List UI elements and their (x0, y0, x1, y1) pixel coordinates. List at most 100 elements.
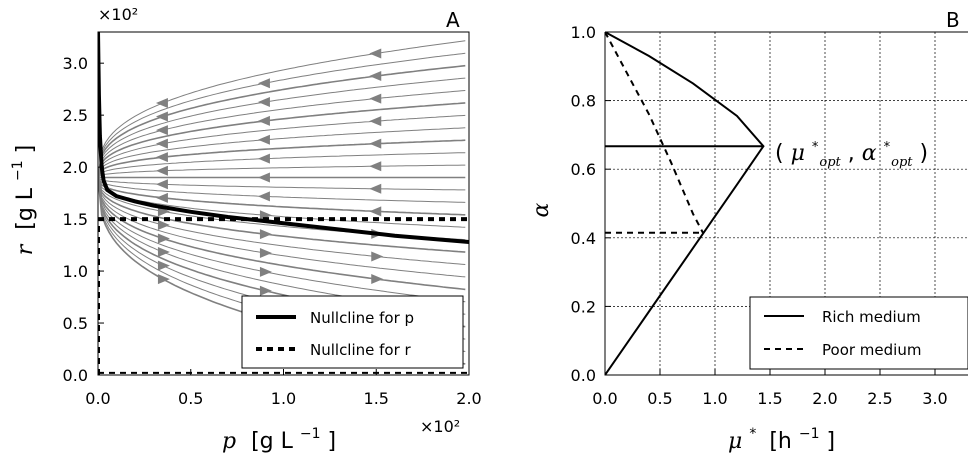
streamline (98, 152, 466, 178)
stream-arrow (257, 115, 270, 126)
y-tick-label: 0.5 (63, 314, 88, 333)
ann-open: ( (775, 141, 784, 166)
legend-a: Nullcline for p Nullcline for r (241, 295, 464, 369)
nullclines (98, 32, 469, 375)
y-tick-label: 3.0 (63, 54, 88, 73)
y-label-unit: [g L (13, 187, 38, 230)
ann-alpha-star: * (884, 140, 891, 155)
stream-arrow (259, 266, 272, 277)
stream-arrow (155, 192, 168, 203)
curves-b (605, 32, 765, 375)
y-tick-label: 0.8 (571, 92, 596, 111)
streamline (98, 164, 466, 178)
axis-ticks-b: 0.0 0.5 1.0 1.5 2.0 2.5 3.0 0.0 0.2 0.4 0.6 0.8 1.0 (571, 23, 948, 408)
stream-arrow (259, 229, 272, 240)
streamline (98, 177, 466, 253)
stream-arrow (257, 191, 270, 202)
stream-arrow (371, 274, 384, 285)
legend-label-r: Nullcline for r (310, 341, 412, 359)
stream-arrow (155, 111, 168, 122)
panel-letter-b: B (946, 8, 960, 32)
y-tick-label: 2.0 (63, 158, 88, 177)
streamline (98, 102, 466, 178)
x-tick-label: 1.5 (757, 389, 782, 408)
stream-arrow (157, 247, 170, 258)
y-tick-label: 0.0 (63, 366, 88, 385)
ann-mu-star: * (812, 140, 819, 155)
x-tick-label: 2.5 (867, 389, 892, 408)
ann-mu-sub: opt (819, 155, 841, 170)
x-tick-label: 2.0 (812, 389, 837, 408)
stream-arrow (257, 97, 270, 108)
stream-arrow (257, 78, 270, 89)
x-axis-label-b: μ * [h −1 ] (728, 419, 835, 454)
ann-comma: , (848, 141, 862, 166)
stream-arrow (369, 161, 382, 172)
xb-label-unit: [h (769, 429, 792, 454)
x-tick-label: 0.0 (85, 389, 110, 408)
stream-arrow (155, 179, 168, 190)
stream-arrow (369, 206, 382, 217)
stream-arrow (369, 138, 382, 149)
x-tick-label: 0.5 (647, 389, 672, 408)
y-tick-label: 0.4 (571, 229, 596, 248)
stream-arrow (369, 93, 382, 104)
xb-label-close: ] (826, 429, 835, 454)
streamline (98, 127, 466, 178)
stream-arrow (155, 125, 168, 136)
x-multiplier-a: ×10² (420, 417, 460, 436)
ann-close: ) (920, 141, 929, 166)
xb-label-exp: −1 (799, 426, 820, 442)
y-multiplier-a: ×10² (98, 5, 138, 24)
stream-arrow (257, 172, 270, 183)
y-label-exp: −1 (10, 160, 26, 181)
x-tick-label: 2.0 (456, 389, 481, 408)
x-axis-label-a: p [g L −1 ] (222, 419, 336, 454)
y-label-symbol: r (13, 243, 38, 255)
x-label-unit: [g L (251, 429, 294, 454)
panel-b: 0.0 0.5 1.0 1.5 2.0 2.5 3.00.00.20.40.60.81.0 … (529, 8, 968, 454)
stream-arrow (259, 210, 272, 221)
streamline (98, 40, 466, 178)
optimum-annotation: ( μ * opt , α * opt ) (775, 132, 928, 172)
x-tick-label: 3.0 (922, 389, 947, 408)
x-label-symbol: p (222, 429, 236, 454)
ann-alpha-sub: opt (891, 155, 913, 170)
stream-arrow (155, 97, 168, 108)
ann-alpha: α (862, 141, 877, 166)
series-line (605, 32, 704, 234)
series-line (605, 32, 765, 375)
stream-arrow (369, 116, 382, 127)
legend-b: Rich medium Poor medium (749, 296, 968, 370)
legend-box-a (241, 295, 464, 369)
streamline (98, 177, 466, 278)
stream-arrow (371, 251, 384, 262)
y-tick-label: 1.5 (63, 210, 88, 229)
stream-arrow (157, 274, 170, 285)
stream-arrow (257, 153, 270, 164)
legend-label-poor: Poor medium (822, 341, 921, 359)
y-tick-label: 0.6 (571, 160, 596, 179)
streamline (98, 177, 466, 203)
stream-arrow (369, 71, 382, 82)
streamline (98, 177, 466, 228)
y-label-close: ] (13, 145, 38, 154)
stream-arrow (259, 247, 272, 258)
stream-arrow (369, 48, 382, 59)
x-label-close: ] (328, 429, 337, 454)
stream-arrow (155, 165, 168, 176)
legend-box-b (749, 296, 968, 370)
stream-arrow (369, 183, 382, 194)
stream-arrow (157, 219, 170, 230)
panel-letter-a: A (446, 8, 460, 32)
legend-label-rich: Rich medium (822, 308, 921, 326)
y-tick-label: 1.0 (63, 262, 88, 281)
x-tick-label: 0.5 (178, 389, 203, 408)
xb-label-symbol: μ (728, 429, 742, 454)
y-tick-label: 0.2 (571, 297, 596, 316)
ann-mu: μ (791, 141, 805, 166)
y-tick-label: 0.0 (571, 366, 596, 385)
x-tick-label: 0.0 (592, 389, 617, 408)
stream-arrow (155, 152, 168, 163)
